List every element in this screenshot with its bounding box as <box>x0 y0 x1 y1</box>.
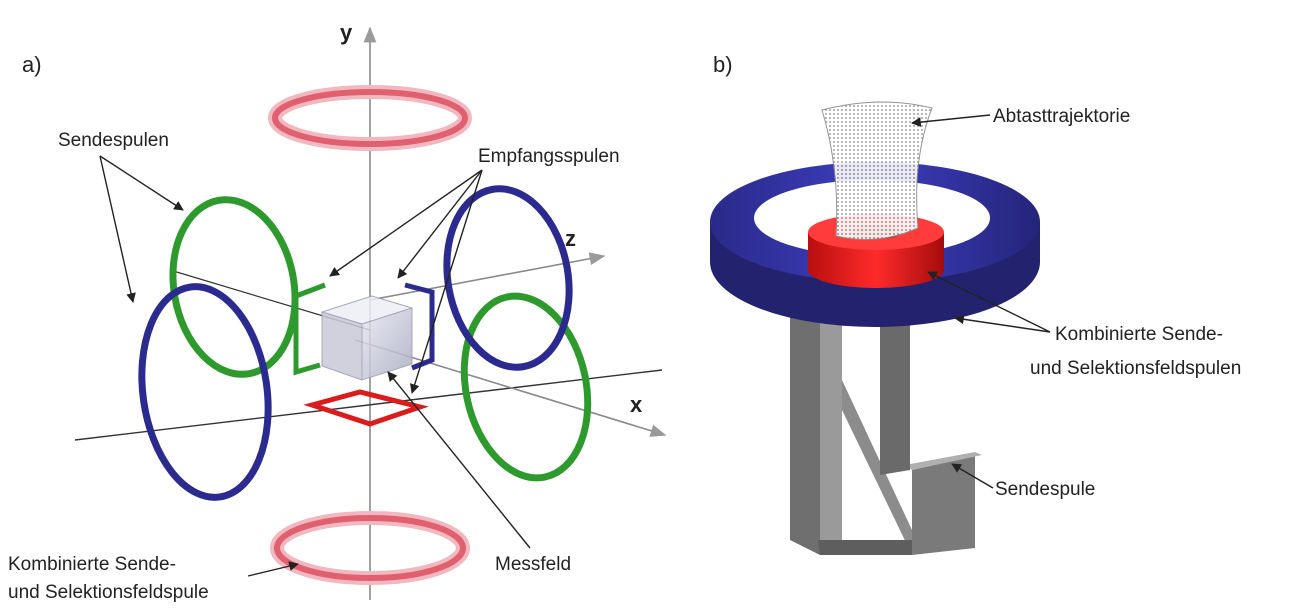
top-selection-coil <box>272 89 468 147</box>
panel-a-letter: a) <box>22 52 42 77</box>
x-axis-line-left <box>74 369 663 441</box>
blue-coil-right <box>443 185 573 371</box>
arrow-messfeld <box>387 371 531 549</box>
green-coil-left <box>169 196 299 378</box>
sampling-trajectory-mesh <box>821 101 933 241</box>
arrow-combined-b-red <box>927 271 1051 333</box>
label-combined-a-line2: und Selektionsfeldspule <box>8 582 209 603</box>
measurement-cube <box>320 295 414 381</box>
arrow-combined-a <box>247 561 299 577</box>
label-abtasttrajektorie: Abtasttrajektorie <box>993 106 1130 127</box>
label-combined-b-line1: Kombinierte Sende- <box>1055 324 1223 345</box>
label-sendespulen: Sendespulen <box>58 130 169 151</box>
blue-coil-left <box>138 283 272 501</box>
label-messfeld: Messfeld <box>495 554 571 575</box>
receive-coil-blue <box>404 282 435 371</box>
receive-coil-red <box>303 389 429 427</box>
panel-b: b) Abtasttrajektorie Kombinier <box>710 52 1241 555</box>
arrow-abtasttrajektorie <box>911 114 991 127</box>
label-sendespule: Sendespule <box>995 479 1095 500</box>
x-axis-label: x <box>630 392 643 417</box>
arrow-sendespulen-blue <box>99 155 136 303</box>
receive-coil-green <box>293 282 326 376</box>
arrow-empfangsspulen-blue <box>397 169 483 279</box>
label-combined-b-line2: und Selektionsfeldspulen <box>1030 358 1241 379</box>
arrow-sendespule <box>951 463 994 489</box>
y-axis-label: y <box>340 20 353 45</box>
label-combined-a-line1: Kombinierte Sende- <box>8 554 176 575</box>
z-axis-label: z <box>565 226 576 251</box>
arrow-combined-b-blue <box>954 314 1051 333</box>
arrow-empfangsspulen-red <box>409 169 483 394</box>
arrow-sendespulen-green <box>99 155 184 211</box>
panel-b-letter: b) <box>713 52 733 77</box>
green-coil-right <box>460 292 592 482</box>
bottom-selection-coil <box>274 515 466 581</box>
arrow-empfangsspulen-green <box>329 169 483 277</box>
panel-a: a) y x z Send <box>8 20 667 603</box>
label-empfangsspulen: Empfangsspulen <box>478 146 620 167</box>
